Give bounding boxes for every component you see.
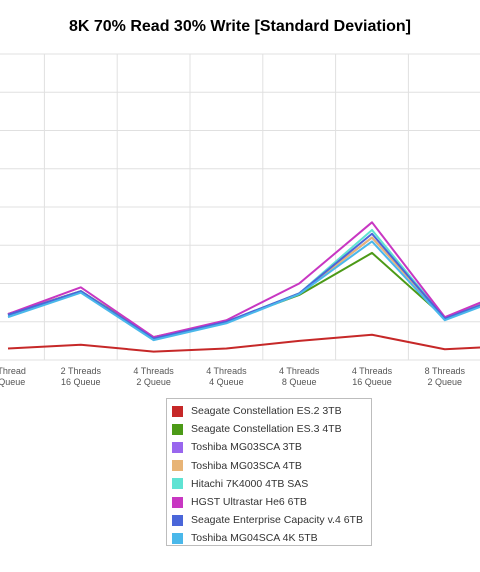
legend-label: Hitachi 7K4000 4TB SAS (191, 477, 309, 490)
gridlines (0, 53, 480, 361)
legend-item[interactable]: HGST Ultrastar He6 6TB (172, 493, 371, 511)
legend-item[interactable]: Seagate Constellation ES.2 3TB (172, 402, 371, 420)
series-line-5 (7, 221, 480, 339)
legend-label: HGST Ultrastar He6 6TB (191, 496, 307, 509)
x-tick-label: 2 Queue (428, 377, 463, 387)
series-line-4 (7, 228, 480, 340)
x-tick-label: 16 Queue (61, 377, 101, 387)
legend-label: Seagate Constellation ES.3 4TB (191, 423, 342, 436)
legend-item[interactable]: Hitachi 7K4000 4TB SAS (172, 475, 371, 493)
x-tick-label: 4 Queue (209, 377, 244, 387)
x-tick-label: 1 Thread (0, 366, 26, 376)
legend-item[interactable]: Toshiba MG04SCA 4K 5TB (172, 529, 371, 547)
legend-swatch (172, 423, 183, 435)
series-line-6 (7, 232, 480, 340)
legend-swatch (172, 514, 183, 526)
legend-swatch (172, 532, 183, 544)
x-tick-label: 4 Threads (352, 366, 393, 376)
x-tick-label: 8 Queue (282, 377, 317, 387)
legend-label: Toshiba MG04SCA 4K 5TB (191, 532, 318, 545)
legend-swatch (172, 441, 183, 453)
series-lines (7, 221, 480, 353)
chart-title: 8K 70% Read 30% Write [Standard Deviatio… (68, 18, 412, 35)
series-line-7 (7, 240, 480, 342)
x-tick-label: 4 Threads (279, 366, 320, 376)
legend-swatch (172, 460, 183, 472)
legend-item[interactable]: Toshiba MG03SCA 4TB (172, 457, 371, 475)
legend-label: Toshiba MG03SCA 3TB (191, 441, 302, 454)
legend-swatch (172, 496, 183, 508)
x-tick-label: 16 Queue (352, 377, 392, 387)
x-tick-label: 4 Threads (206, 366, 247, 376)
legend-label: Toshiba MG03SCA 4TB (191, 459, 302, 472)
x-tick-label: 2 Threads (61, 366, 102, 376)
x-tick-label: 2 Queue (136, 377, 171, 387)
x-tick-label: 4 Threads (133, 366, 174, 376)
legend-item[interactable]: Seagate Constellation ES.3 4TB (172, 420, 371, 438)
x-tick-label: 1 Queue (0, 377, 25, 387)
x-tick-label: 8 Threads (425, 366, 466, 376)
series-line-0 (7, 333, 480, 353)
legend-swatch (172, 478, 183, 490)
series-line-1 (7, 251, 480, 339)
legend-label: Seagate Enterprise Capacity v.4 6TB (191, 514, 363, 527)
legend-label: Seagate Constellation ES.2 3TB (191, 405, 342, 418)
legend-swatch (172, 405, 183, 417)
legend-item[interactable]: Toshiba MG03SCA 3TB (172, 438, 371, 456)
chart-legend: Seagate Constellation ES.2 3TB Seagate Co… (166, 398, 372, 546)
legend-item[interactable]: Seagate Enterprise Capacity v.4 6TB (172, 511, 371, 529)
